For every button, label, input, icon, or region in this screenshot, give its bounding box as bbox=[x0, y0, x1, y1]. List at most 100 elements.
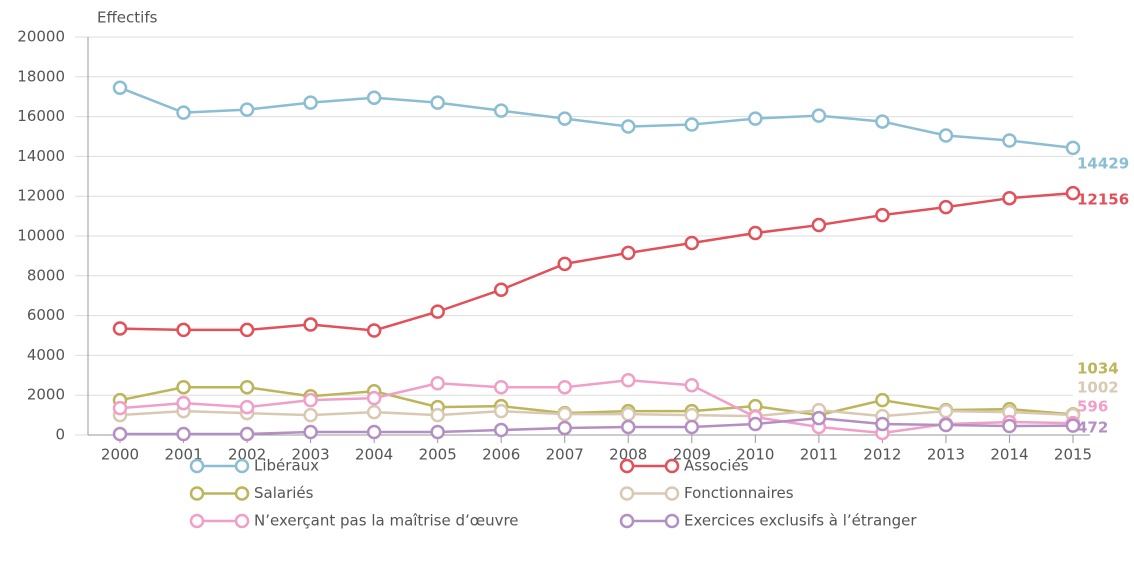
legend-label: Exercices exclusifs à l’étranger bbox=[684, 512, 917, 530]
end-value-label: 12156 bbox=[1077, 191, 1129, 209]
data-point bbox=[430, 424, 445, 440]
x-tick-label: 2001 bbox=[164, 446, 202, 464]
end-value-label: 472 bbox=[1077, 419, 1108, 437]
data-point bbox=[621, 119, 636, 134]
series-line bbox=[119, 86, 1074, 150]
data-point bbox=[748, 111, 763, 126]
x-tick-label: 2009 bbox=[673, 446, 711, 464]
end-value-label: 14429 bbox=[1077, 155, 1129, 173]
data-point bbox=[366, 424, 382, 440]
data-point bbox=[621, 406, 636, 422]
y-axis-label: Effectifs bbox=[97, 9, 158, 27]
legend-marker bbox=[234, 486, 250, 501]
data-point bbox=[239, 322, 255, 338]
legend-marker bbox=[664, 486, 680, 501]
data-point bbox=[1065, 418, 1081, 433]
y-tick-label: 16000 bbox=[17, 107, 65, 125]
data-point bbox=[621, 245, 636, 261]
x-tick-label: 2012 bbox=[863, 446, 901, 464]
data-point bbox=[557, 111, 572, 126]
data-point bbox=[176, 322, 191, 338]
data-point bbox=[557, 256, 572, 272]
end-value-label: 1034 bbox=[1077, 360, 1119, 378]
x-tick-label: 2010 bbox=[736, 446, 774, 464]
data-point bbox=[748, 416, 763, 432]
x-tick-label: 2004 bbox=[355, 446, 393, 464]
data-point bbox=[875, 392, 890, 408]
data-point bbox=[176, 379, 191, 395]
x-tick-label: 2015 bbox=[1054, 446, 1092, 464]
data-point bbox=[303, 407, 318, 423]
x-tick-label: 2006 bbox=[482, 446, 520, 464]
data-point bbox=[621, 419, 636, 435]
x-tick-label: 2005 bbox=[419, 446, 457, 464]
end-value-label: 596 bbox=[1077, 398, 1108, 416]
legend-marker bbox=[619, 486, 635, 501]
data-point bbox=[938, 128, 954, 143]
legend-marker bbox=[619, 513, 635, 529]
data-point bbox=[493, 403, 509, 419]
data-point bbox=[875, 416, 890, 432]
legend-marker bbox=[189, 458, 205, 474]
legend-label: N’exerçant pas la maîtrise d’œuvre bbox=[254, 512, 519, 530]
data-point bbox=[811, 410, 827, 426]
data-point bbox=[557, 379, 572, 395]
legend-label: Salariés bbox=[254, 484, 314, 502]
data-point bbox=[303, 392, 318, 408]
data-point bbox=[303, 95, 318, 110]
data-point bbox=[1002, 190, 1017, 206]
series-line bbox=[119, 408, 1074, 418]
data-point bbox=[430, 376, 445, 391]
legend-marker bbox=[664, 513, 680, 529]
legend-marker bbox=[234, 458, 250, 474]
data-point bbox=[493, 422, 509, 438]
data-point bbox=[684, 378, 700, 393]
x-tick-label: 2014 bbox=[990, 446, 1028, 464]
y-tick-label: 2000 bbox=[27, 386, 65, 404]
data-point bbox=[366, 90, 382, 105]
legend-marker bbox=[619, 458, 635, 474]
data-point bbox=[112, 321, 128, 336]
x-tick-label: 2011 bbox=[800, 446, 838, 464]
data-point bbox=[239, 426, 255, 442]
legend-label: Fonctionnaires bbox=[684, 484, 794, 502]
data-point bbox=[239, 102, 255, 117]
data-point bbox=[811, 217, 827, 233]
legend-marker bbox=[189, 513, 205, 529]
data-point bbox=[1002, 418, 1017, 434]
data-point bbox=[430, 95, 445, 110]
data-point bbox=[112, 400, 128, 416]
data-point bbox=[430, 304, 445, 319]
data-point bbox=[112, 80, 128, 95]
legend-marker bbox=[189, 486, 205, 501]
end-value-label: 1002 bbox=[1077, 379, 1119, 397]
data-point bbox=[938, 403, 954, 419]
y-tick-label: 4000 bbox=[27, 346, 65, 364]
y-tick-label: 14000 bbox=[17, 147, 65, 165]
data-point bbox=[557, 406, 572, 422]
data-point bbox=[748, 225, 763, 241]
data-point bbox=[493, 379, 509, 395]
data-point bbox=[493, 282, 509, 297]
data-point bbox=[112, 426, 128, 442]
data-point bbox=[176, 105, 191, 120]
data-point bbox=[684, 407, 700, 423]
series-line bbox=[120, 416, 1074, 436]
x-tick-label: 2002 bbox=[228, 446, 266, 464]
data-point bbox=[1002, 133, 1017, 148]
y-tick-label: 20000 bbox=[17, 28, 65, 46]
data-point bbox=[875, 207, 890, 223]
data-point bbox=[684, 419, 700, 435]
y-tick-label: 18000 bbox=[17, 67, 65, 85]
data-point bbox=[366, 323, 382, 338]
data-point bbox=[176, 426, 191, 442]
data-point bbox=[938, 199, 954, 215]
legend-marker bbox=[234, 513, 250, 529]
y-tick-label: 8000 bbox=[27, 266, 65, 284]
y-tick-label: 6000 bbox=[27, 306, 65, 324]
y-tick-label: 10000 bbox=[17, 227, 65, 245]
y-tick-label: 12000 bbox=[17, 187, 65, 205]
data-point bbox=[684, 117, 700, 132]
data-point bbox=[621, 373, 636, 388]
